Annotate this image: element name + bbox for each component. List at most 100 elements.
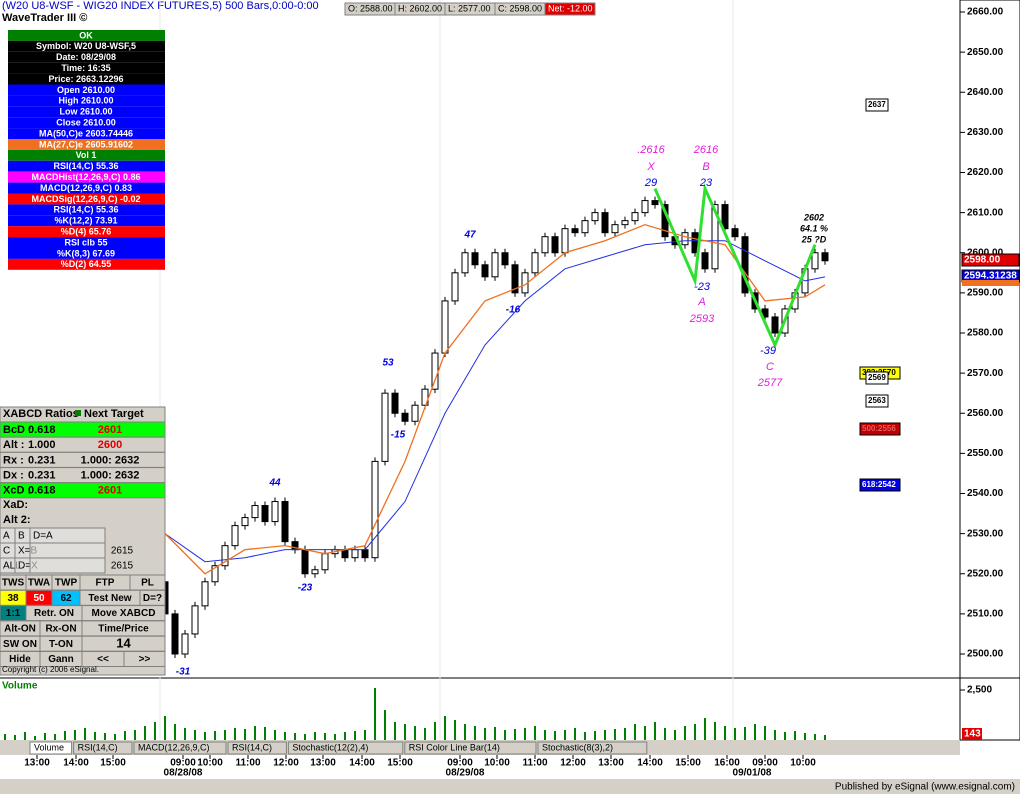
grid-cell-label: D=X [18,561,38,572]
volume-bar [234,728,236,740]
ratio-row [0,436,166,453]
tab-label: Stochastic(12(2),4) [292,742,368,752]
volume-bar [24,732,26,740]
study-name: WaveTrader III © [2,12,87,24]
tab-label: RSI(14,C) [232,742,272,752]
volume-bar [424,728,426,740]
candle [601,212,609,234]
candle [451,272,459,302]
volume-bar [54,734,56,740]
volume-bar [44,733,46,740]
x-tick-label: 13:00 [598,758,624,769]
x-tick-label: 10:00 [484,758,510,769]
tab[interactable] [29,741,73,755]
data-row [8,73,165,85]
ratio-cell: Rx : [3,454,24,466]
y-tick-label: 2520.00 [967,568,1004,579]
volume-bar [254,726,256,740]
tab[interactable] [227,741,287,755]
candle [361,549,369,559]
candle [651,200,659,206]
copyright: Copyright (c) 2006 eSignal. [2,665,99,674]
candle [191,605,199,635]
candle [551,236,559,254]
price-marker [859,422,901,436]
data-row-text: OK [79,30,93,40]
grid-cell-label: B [18,531,25,542]
quote-value: Net: -12.00 [548,3,593,13]
candle [271,501,279,523]
price-axis [959,0,1020,741]
volume-bar [634,724,636,740]
button-label: Move XABCD [92,608,156,619]
ratio-cell: Alt : [3,439,24,451]
volume-bar [744,727,746,740]
volume-bar [814,734,816,740]
ratio-row [0,482,166,499]
volume-bar [84,728,86,740]
status-bar [0,779,1020,794]
price-marker [865,371,889,385]
data-row [8,204,165,216]
candle [721,204,729,230]
tab[interactable] [287,741,404,755]
y-tick-label: 2560.00 [967,408,1004,419]
ma-slow [164,240,826,563]
candle [741,236,749,294]
candle [441,300,449,354]
volume-bar [124,731,126,740]
x-tick-label: 14:00 [637,758,663,769]
button-label: Alt-ON [4,624,36,635]
data-row [8,30,165,41]
tab[interactable] [133,741,227,755]
data-row-text: %D(2) 64.55 [61,259,112,269]
button-label: 50 [33,593,45,604]
volume-bar [644,726,646,740]
x-tick-label: 10:00 [197,758,223,769]
volume-bar [364,730,366,740]
volume-bar [504,730,506,740]
wave-label: -23 [298,583,313,594]
data-row-text: Vol 1 [76,150,97,160]
button-label: TWA [28,578,50,589]
x-tick-label: 15:00 [675,758,701,769]
grid-cell[interactable] [29,542,106,559]
button-label: SW ON [3,639,37,650]
data-row [8,106,165,118]
volume-bar [64,731,66,740]
button-label: >> [139,654,151,665]
x-tick-label: 14:00 [349,758,375,769]
volume-bar [534,726,536,740]
tab[interactable] [73,741,133,755]
ratio-cell: Dx : [3,470,24,482]
tab[interactable] [404,741,537,755]
ratio-cell: 1.000: 2632 [81,454,140,466]
candle [211,565,219,583]
volume-bar [134,730,136,740]
volume-bar [224,730,226,740]
x-tick-label: 12:00 [273,758,299,769]
volume-bar [114,734,116,740]
tab[interactable] [537,741,648,755]
volume-bar [684,726,686,740]
xabcd-extra: Alt 2: [3,514,31,526]
data-row [8,258,165,270]
x-tick-label: 13:00 [24,758,50,769]
grid-cell[interactable] [29,557,106,574]
volume-bar [274,730,276,740]
ratio-cell: 0.618 [28,485,56,497]
quote-value: L: 2577.00 [448,3,491,13]
status-text: Published by eSignal (www.esignal.com) [835,782,1015,793]
wave-label: 44 [268,478,281,489]
x-tick-label: 12:00 [560,758,586,769]
button[interactable] [123,651,166,667]
volume-bar [584,732,586,740]
candle [681,232,689,246]
candle [181,633,189,655]
data-row-text: MACD(12,26,9,C) 0.83 [40,183,132,193]
pattern-label: X [646,161,655,173]
button-label: Test New [88,593,131,604]
volume-bar [204,732,206,740]
volume-bar [654,722,656,740]
